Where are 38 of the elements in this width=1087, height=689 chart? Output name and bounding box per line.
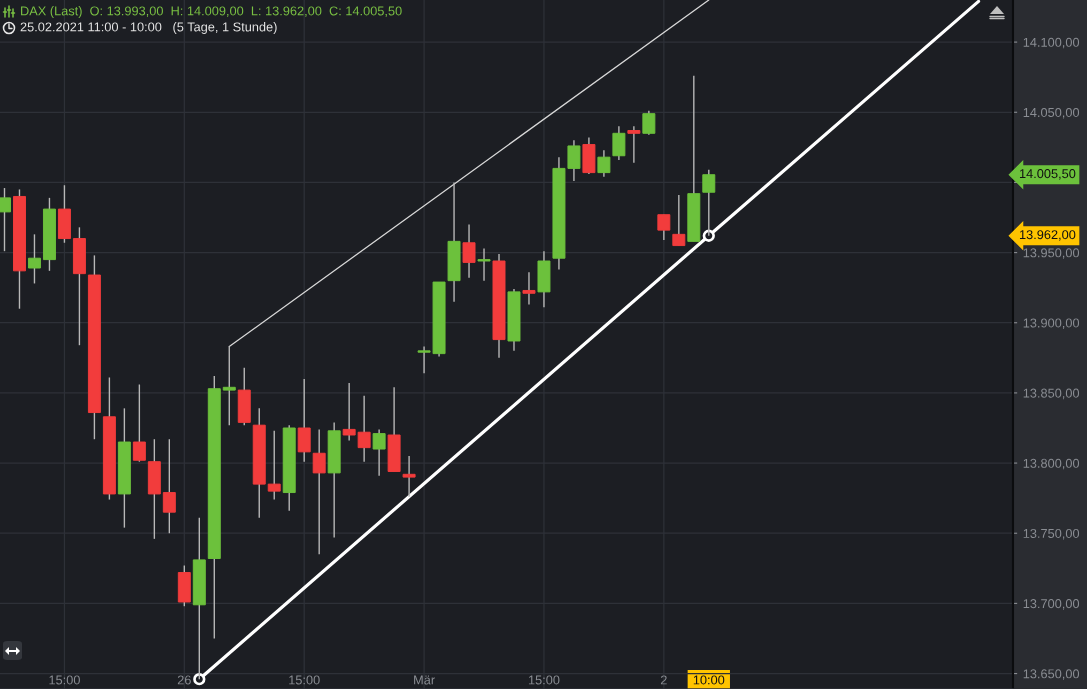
y-tick-label: 13.650,00 <box>1023 669 1080 680</box>
candlestick <box>657 214 671 241</box>
candlestick <box>642 110 656 136</box>
candlestick <box>627 125 641 164</box>
x-tick-label: 15:00 <box>49 675 80 685</box>
y-tick-label: 13.700,00 <box>1023 599 1080 610</box>
y-tick-label: 13.900,00 <box>1023 318 1080 330</box>
text: 25.02.2021 11:00 - 10:00 (5 Tage, 1 Stunde) <box>20 22 277 34</box>
candlestick <box>297 378 311 463</box>
candlestick <box>267 430 281 501</box>
y-tick-label: 14.050,00 <box>1023 107 1080 119</box>
candlestick <box>162 438 176 534</box>
candlestick <box>27 233 41 285</box>
candlestick <box>132 383 146 463</box>
y-tick-label: 13.850,00 <box>1023 388 1080 400</box>
x-tick-label: 15:00 <box>289 675 320 685</box>
text: 13.962,00 <box>1019 230 1076 241</box>
candlestick <box>597 149 611 178</box>
y-tick-label: 13.950,00 <box>1023 248 1080 259</box>
text: 14.005,50 <box>1019 169 1076 180</box>
candlestick <box>612 125 626 161</box>
x-tick-label: 10:00 <box>693 675 725 685</box>
candlestick <box>222 345 236 426</box>
y-tick-label: 13.750,00 <box>1023 528 1080 540</box>
candlestick <box>372 428 386 477</box>
x-tick-label: 26 <box>177 675 191 685</box>
x-tick-label: Mär <box>414 675 435 685</box>
candlestick <box>462 223 476 279</box>
x-tick-label: 2 <box>660 675 667 685</box>
x-tick-label: 15:00 <box>528 675 560 685</box>
candlestick <box>477 247 491 282</box>
y-tick-label: 14.100,00 <box>1023 37 1080 49</box>
chart-title: DAX (Last) O: 13.993,00 H: 14.009,00 L: 13.962,00 C: 14.005,50 <box>21 6 402 18</box>
y-tick-label: 13.800,00 <box>1023 458 1080 470</box>
candlestick <box>672 194 686 247</box>
candlestick <box>402 455 416 498</box>
candlestick <box>312 428 326 555</box>
candlestick <box>522 271 536 306</box>
